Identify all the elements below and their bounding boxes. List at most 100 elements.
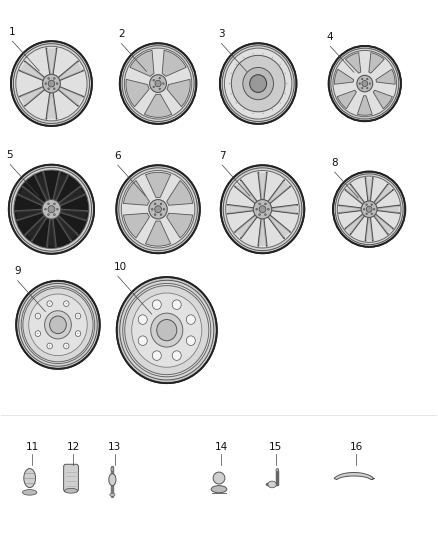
Text: 11: 11 [25,442,39,452]
Text: 2: 2 [118,29,124,39]
Ellipse shape [111,467,114,472]
Ellipse shape [333,172,405,247]
Polygon shape [373,185,392,205]
Ellipse shape [132,293,202,367]
Polygon shape [339,206,363,213]
Ellipse shape [328,46,401,121]
Ellipse shape [172,300,181,310]
Ellipse shape [256,208,258,210]
Polygon shape [345,53,361,73]
Ellipse shape [124,48,192,119]
Ellipse shape [286,83,287,84]
Ellipse shape [24,469,35,488]
Ellipse shape [57,83,58,84]
Ellipse shape [75,330,81,336]
Text: 6: 6 [114,151,121,161]
Polygon shape [124,213,149,238]
Ellipse shape [9,165,94,254]
Ellipse shape [66,345,67,346]
Ellipse shape [224,48,292,119]
Polygon shape [369,53,384,73]
Ellipse shape [11,167,92,251]
Ellipse shape [47,343,53,349]
Ellipse shape [21,286,95,364]
Ellipse shape [337,176,401,243]
Ellipse shape [253,199,272,219]
Polygon shape [145,94,172,117]
Ellipse shape [53,214,55,215]
Polygon shape [270,205,297,214]
Ellipse shape [357,75,373,92]
Ellipse shape [263,113,264,114]
Ellipse shape [162,83,164,84]
Ellipse shape [253,53,254,54]
Ellipse shape [220,43,297,124]
Polygon shape [46,49,57,76]
Ellipse shape [369,83,371,84]
Ellipse shape [157,319,177,341]
Ellipse shape [48,214,49,215]
Ellipse shape [42,199,61,219]
Ellipse shape [361,78,363,80]
Polygon shape [376,69,395,84]
Ellipse shape [250,75,267,92]
Ellipse shape [186,315,195,325]
Polygon shape [56,215,77,240]
Polygon shape [58,187,84,206]
Text: 4: 4 [327,32,333,42]
Ellipse shape [361,87,363,89]
Polygon shape [162,50,186,76]
Ellipse shape [153,79,155,81]
Ellipse shape [64,301,69,306]
Ellipse shape [259,203,261,205]
Ellipse shape [75,313,81,319]
Ellipse shape [152,300,161,310]
Ellipse shape [11,41,92,126]
Ellipse shape [53,88,55,90]
Ellipse shape [45,208,46,210]
Polygon shape [337,90,357,109]
Ellipse shape [48,206,55,213]
Ellipse shape [138,315,147,325]
Polygon shape [167,79,190,107]
Ellipse shape [285,93,286,94]
Ellipse shape [231,72,232,74]
Polygon shape [19,187,45,206]
Ellipse shape [64,488,78,493]
Polygon shape [228,205,255,214]
Polygon shape [267,181,290,204]
Ellipse shape [49,345,50,346]
Ellipse shape [120,43,196,124]
Ellipse shape [280,63,281,64]
Ellipse shape [48,88,49,90]
Ellipse shape [359,83,360,84]
Ellipse shape [16,281,100,369]
Ellipse shape [155,206,162,213]
Ellipse shape [160,203,162,205]
Text: 7: 7 [219,151,225,161]
Polygon shape [373,90,392,109]
Ellipse shape [154,203,156,205]
Text: 16: 16 [350,442,363,452]
Ellipse shape [45,83,46,84]
Ellipse shape [22,490,37,495]
Ellipse shape [229,83,230,84]
Text: 14: 14 [215,442,228,452]
Polygon shape [357,96,372,115]
Ellipse shape [236,63,237,64]
Polygon shape [166,213,193,238]
Ellipse shape [367,87,368,89]
Polygon shape [21,62,46,80]
Ellipse shape [23,288,93,362]
Polygon shape [145,172,171,198]
Ellipse shape [138,336,147,345]
Ellipse shape [45,311,71,339]
Polygon shape [346,214,365,233]
Ellipse shape [116,165,200,253]
Ellipse shape [163,208,165,210]
Ellipse shape [160,214,162,215]
Ellipse shape [172,351,181,360]
Polygon shape [376,206,399,213]
Ellipse shape [186,336,195,345]
Ellipse shape [268,208,269,210]
